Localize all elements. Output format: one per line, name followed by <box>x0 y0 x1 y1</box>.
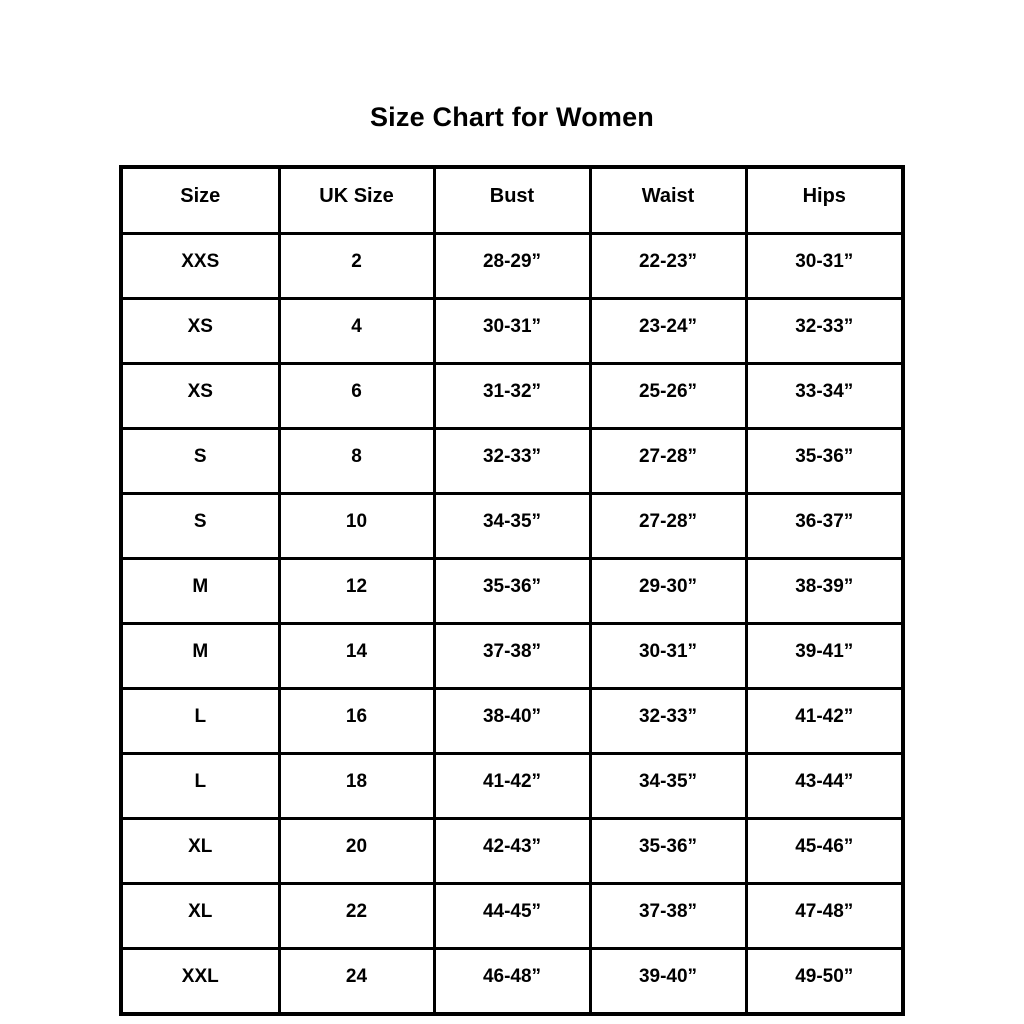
cell-hips: 38-39” <box>744 557 905 625</box>
cell-uk-size: 10 <box>277 492 436 560</box>
table-row: M 14 37-38” 30-31” 39-41” <box>119 622 905 690</box>
cell-uk-size: 22 <box>277 882 436 950</box>
table-row: XL 20 42-43” 35-36” 45-46” <box>119 817 905 885</box>
cell-hips: 36-37” <box>744 492 905 560</box>
cell-hips: 45-46” <box>744 817 905 885</box>
cell-uk-size: 6 <box>277 362 436 430</box>
cell-hips: 32-33” <box>744 297 905 365</box>
cell-waist: 27-28” <box>588 427 748 495</box>
cell-bust: 34-35” <box>432 492 592 560</box>
page-title: Size Chart for Women <box>369 102 655 132</box>
cell-waist: 25-26” <box>588 362 748 430</box>
cell-hips: 47-48” <box>744 882 905 950</box>
cell-hips: 43-44” <box>744 752 905 820</box>
cell-waist: 23-24” <box>588 297 748 365</box>
cell-waist: 30-31” <box>588 622 748 690</box>
column-header-uk-size: UK Size <box>277 165 436 235</box>
cell-uk-size: 12 <box>277 557 436 625</box>
cell-uk-size: 4 <box>277 297 436 365</box>
cell-bust: 28-29” <box>432 232 592 300</box>
table-row: M 12 35-36” 29-30” 38-39” <box>119 557 905 625</box>
cell-waist: 32-33” <box>588 687 748 755</box>
cell-size: XS <box>119 297 281 365</box>
cell-waist: 37-38” <box>588 882 748 950</box>
cell-bust: 46-48” <box>432 947 592 1016</box>
cell-uk-size: 18 <box>277 752 436 820</box>
table-body: XXS 2 28-29” 22-23” 30-31” XS 4 30-31” 2… <box>119 232 905 1016</box>
size-chart-table: Size UK Size Bust Waist Hips XXS 2 28-29… <box>119 165 905 1016</box>
cell-waist: 34-35” <box>588 752 748 820</box>
cell-waist: 39-40” <box>588 947 748 1016</box>
cell-uk-size: 8 <box>277 427 436 495</box>
cell-hips: 35-36” <box>744 427 905 495</box>
cell-uk-size: 14 <box>277 622 436 690</box>
table-row: XS 4 30-31” 23-24” 32-33” <box>119 297 905 365</box>
cell-bust: 35-36” <box>432 557 592 625</box>
column-header-size: Size <box>119 165 281 235</box>
table-row: XXS 2 28-29” 22-23” 30-31” <box>119 232 905 300</box>
cell-bust: 44-45” <box>432 882 592 950</box>
cell-waist: 35-36” <box>588 817 748 885</box>
table-header-row: Size UK Size Bust Waist Hips <box>119 165 905 235</box>
cell-bust: 32-33” <box>432 427 592 495</box>
column-header-hips: Hips <box>744 165 905 235</box>
cell-size: XL <box>119 817 281 885</box>
cell-bust: 30-31” <box>432 297 592 365</box>
cell-bust: 38-40” <box>432 687 592 755</box>
table-row: XL 22 44-45” 37-38” 47-48” <box>119 882 905 950</box>
cell-bust: 37-38” <box>432 622 592 690</box>
cell-size: M <box>119 622 281 690</box>
column-header-bust: Bust <box>432 165 592 235</box>
cell-uk-size: 24 <box>277 947 436 1016</box>
cell-bust: 31-32” <box>432 362 592 430</box>
cell-size: S <box>119 492 281 560</box>
table-row: XXL 24 46-48” 39-40” 49-50” <box>119 947 905 1016</box>
table-row: S 8 32-33” 27-28” 35-36” <box>119 427 905 495</box>
cell-size: S <box>119 427 281 495</box>
cell-size: XXS <box>119 232 281 300</box>
cell-hips: 49-50” <box>744 947 905 1016</box>
cell-bust: 41-42” <box>432 752 592 820</box>
table-row: S 10 34-35” 27-28” 36-37” <box>119 492 905 560</box>
cell-size: M <box>119 557 281 625</box>
cell-hips: 30-31” <box>744 232 905 300</box>
size-table-container: Size UK Size Bust Waist Hips XXS 2 28-29… <box>119 165 905 1016</box>
cell-size: L <box>119 752 281 820</box>
cell-waist: 22-23” <box>588 232 748 300</box>
cell-size: XXL <box>119 947 281 1016</box>
cell-waist: 27-28” <box>588 492 748 560</box>
cell-size: L <box>119 687 281 755</box>
cell-uk-size: 20 <box>277 817 436 885</box>
cell-hips: 41-42” <box>744 687 905 755</box>
cell-uk-size: 16 <box>277 687 436 755</box>
table-row: XS 6 31-32” 25-26” 33-34” <box>119 362 905 430</box>
cell-hips: 39-41” <box>744 622 905 690</box>
cell-size: XL <box>119 882 281 950</box>
cell-bust: 42-43” <box>432 817 592 885</box>
cell-uk-size: 2 <box>277 232 436 300</box>
cell-waist: 29-30” <box>588 557 748 625</box>
table-row: L 16 38-40” 32-33” 41-42” <box>119 687 905 755</box>
column-header-waist: Waist <box>588 165 748 235</box>
table-row: L 18 41-42” 34-35” 43-44” <box>119 752 905 820</box>
table-header: Size UK Size Bust Waist Hips <box>119 165 905 235</box>
cell-size: XS <box>119 362 281 430</box>
cell-hips: 33-34” <box>744 362 905 430</box>
